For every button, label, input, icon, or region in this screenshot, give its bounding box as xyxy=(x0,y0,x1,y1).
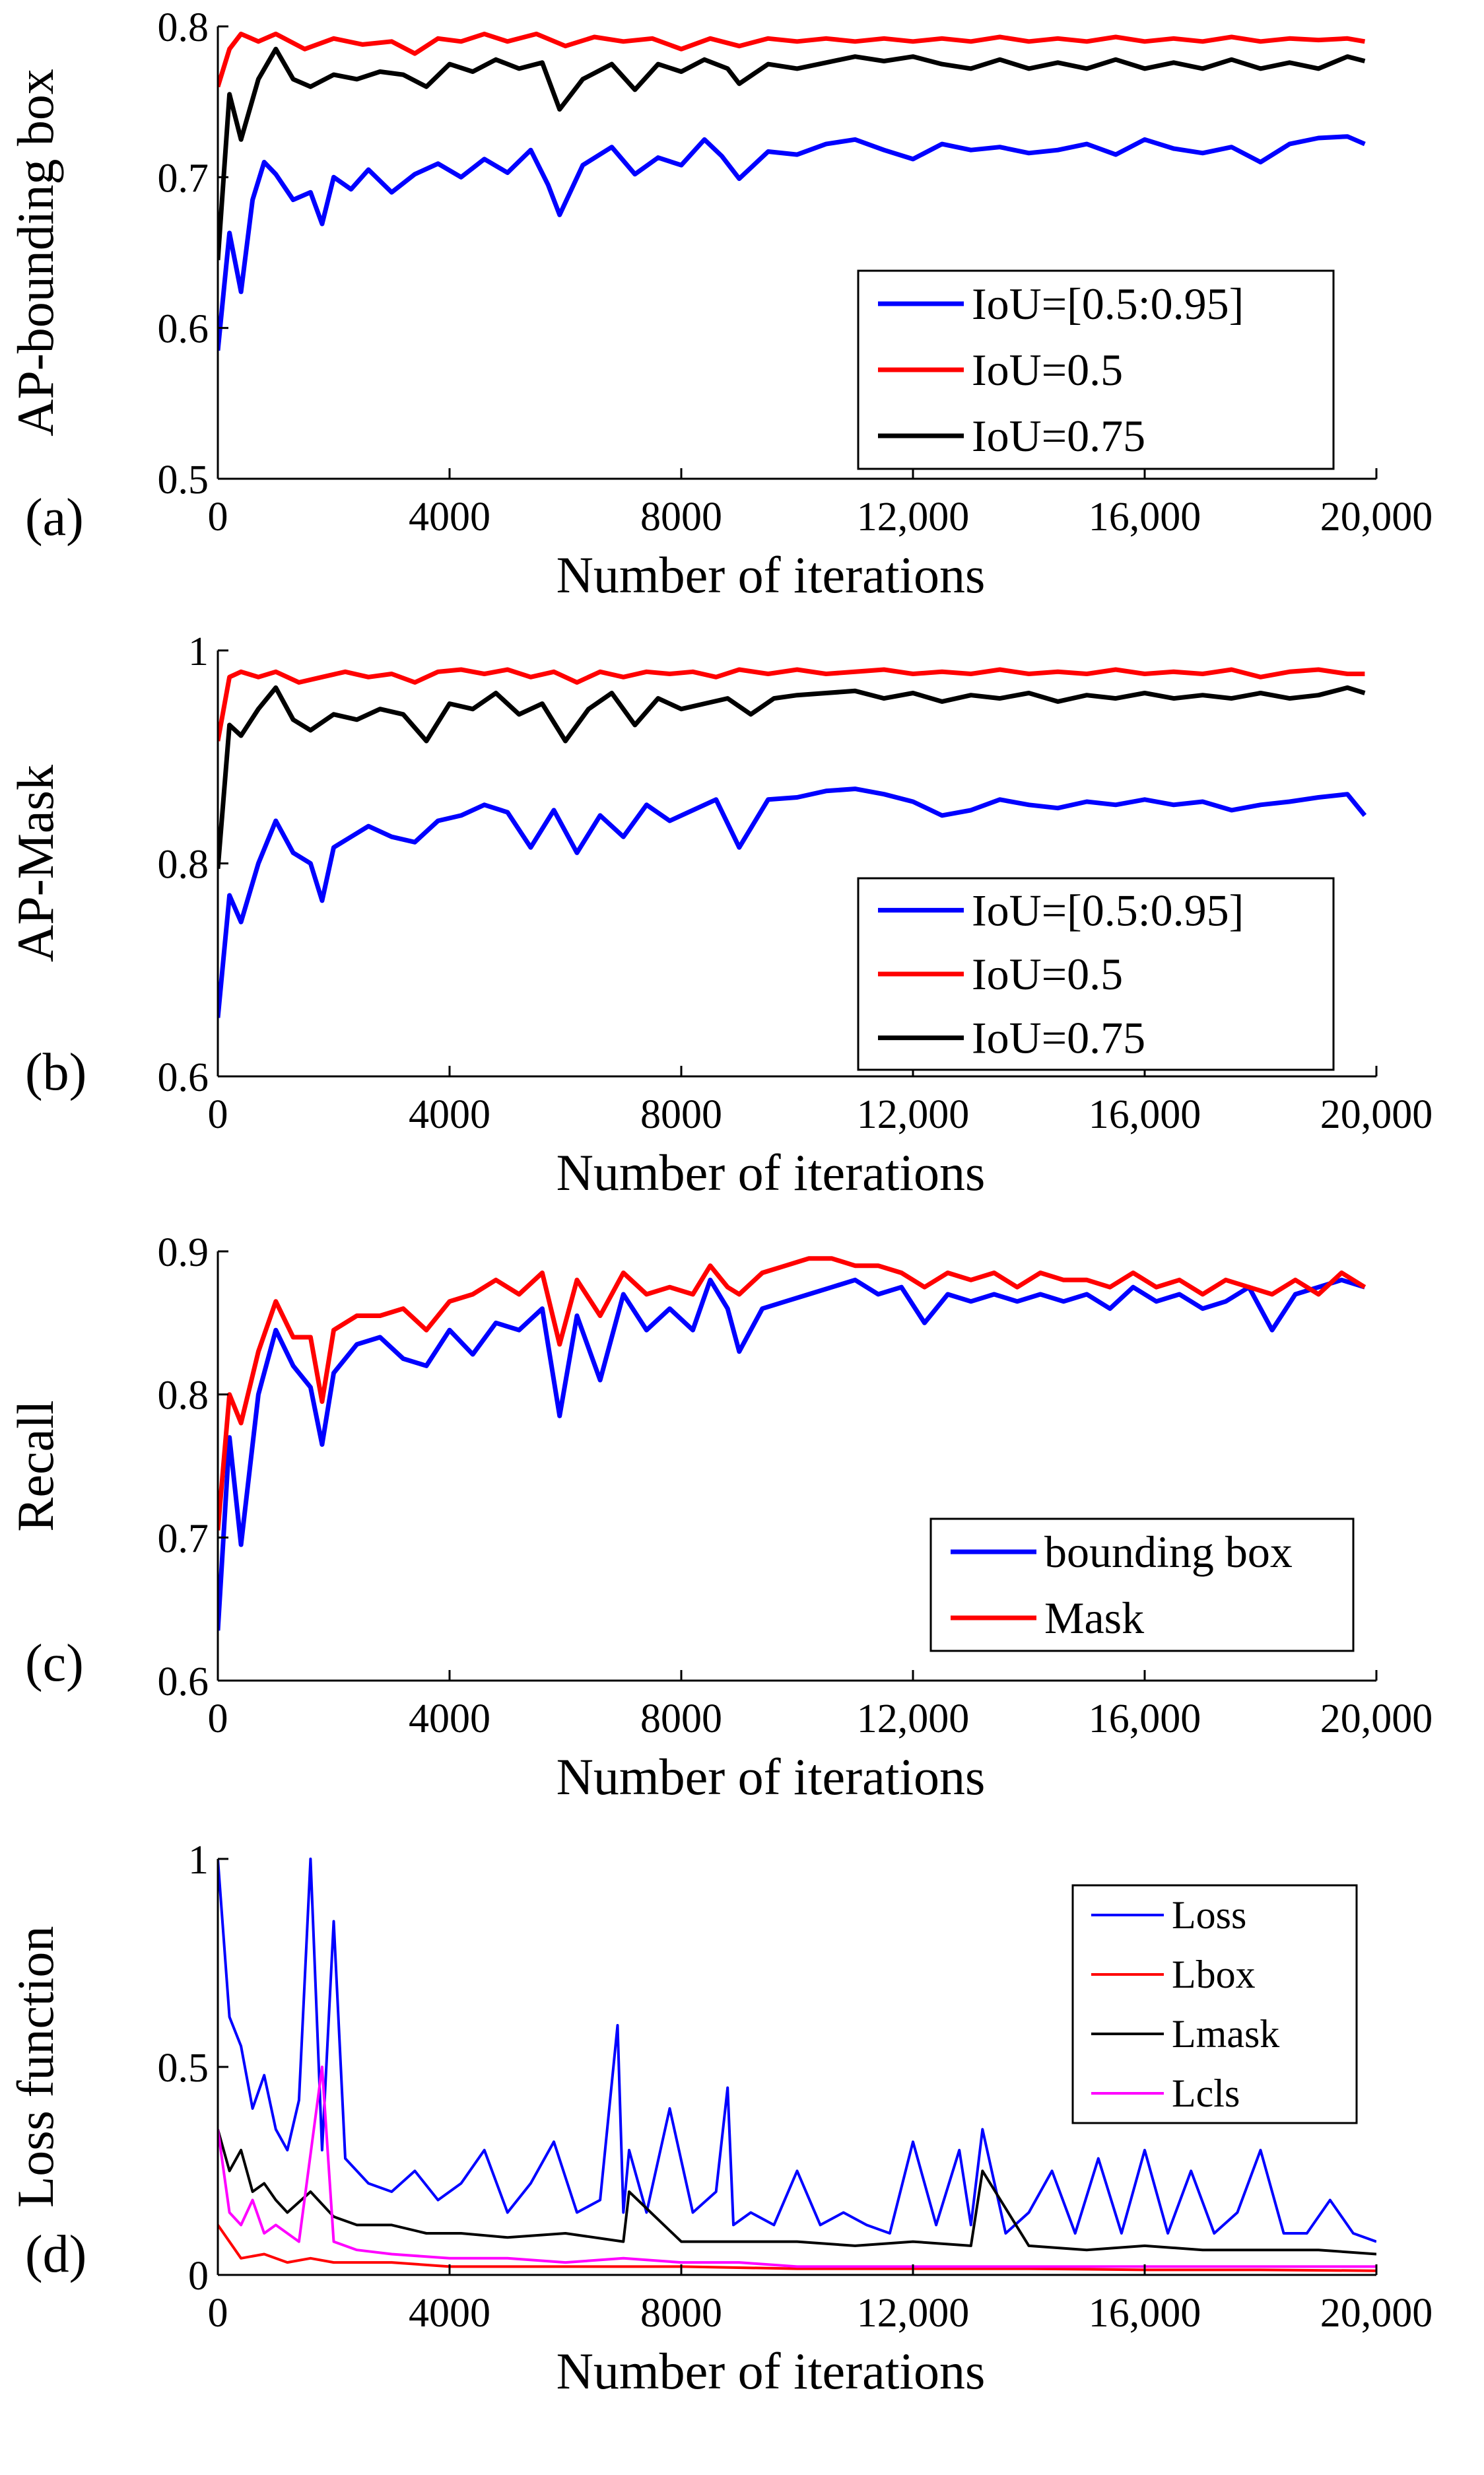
chart-panel-d: 0 4000 8000 12,000 16,000 20,000 0 0.5 1 Number o… xyxy=(7,1838,1433,2400)
x-tick-label: 8000 xyxy=(640,1696,722,1741)
x-tick-label: 12,000 xyxy=(857,2291,970,2336)
x-tick-label: 16,000 xyxy=(1089,2291,1201,2336)
x-tick-label: 20,000 xyxy=(1320,495,1433,540)
series-line-lbox xyxy=(218,2224,1376,2272)
x-tick-label: 4000 xyxy=(409,1696,490,1741)
series-line-iou-0-5 xyxy=(218,31,1365,88)
y-axis-title: Recall xyxy=(7,1400,64,1531)
legend-label: IoU=[0.5:0.95] xyxy=(972,279,1244,329)
x-axis-title: Number of iterations xyxy=(556,1748,986,1805)
series-line-iou-0-5 xyxy=(218,667,1365,742)
y-tick-label: 1 xyxy=(188,1838,209,1883)
y-tick-label: 0.7 xyxy=(158,1516,209,1561)
legend-box xyxy=(929,1517,1355,1652)
series-group xyxy=(218,667,1367,1018)
series-line-loss xyxy=(218,1858,1376,2243)
series-group xyxy=(218,31,1366,351)
y-tick-label: 0.6 xyxy=(158,1055,209,1100)
y-tick-label: 1 xyxy=(188,629,209,674)
x-tick-label: 4000 xyxy=(409,2291,490,2336)
legend-label: IoU=0.75 xyxy=(972,411,1145,461)
x-tick-label: 8000 xyxy=(640,2291,722,2336)
series-line-bounding-box xyxy=(218,1277,1366,1631)
chart-panel-a: 0 4000 8000 12,000 16,000 20,000 0.5 0.6 0.7 0.8 N… xyxy=(7,5,1433,604)
x-tick-label: 0 xyxy=(208,1092,228,1137)
y-tick-label: 0.6 xyxy=(158,1659,209,1704)
series-group xyxy=(218,1858,1376,2272)
x-tick-label: 4000 xyxy=(409,1092,490,1137)
y-tick-label: 0.7 xyxy=(158,156,209,201)
panel-label: (c) xyxy=(25,1634,84,1692)
series-line-iou-0-75 xyxy=(218,46,1366,261)
x-axis-title: Number of iterations xyxy=(556,1144,986,1201)
y-tick-label: 0.8 xyxy=(158,843,209,888)
legend-label: Lcls xyxy=(1172,2072,1240,2115)
legend-box xyxy=(1071,1884,1358,2124)
x-tick-label: 20,000 xyxy=(1320,2291,1433,2336)
legend-label: Mask xyxy=(1044,1593,1144,1643)
y-axis-title: Loss function xyxy=(7,1926,64,2208)
x-tick-label: 0 xyxy=(208,495,228,540)
y-axis-title: AP-bounding box xyxy=(7,69,64,436)
legend-label: Lbox xyxy=(1172,1953,1256,1996)
x-tick-label: 16,000 xyxy=(1089,1696,1201,1741)
legend: IoU=[0.5:0.95] IoU=0.5 IoU=0.75 xyxy=(857,269,1335,470)
legend-label: IoU=0.75 xyxy=(972,1013,1145,1063)
series-line-iou-0-75 xyxy=(218,685,1366,869)
legend-label: bounding box xyxy=(1044,1527,1293,1577)
y-tick-label: 0.8 xyxy=(158,1374,209,1418)
chart-panel-b: 0 4000 8000 12,000 16,000 20,000 0.6 0.8 1 Number… xyxy=(7,629,1433,1201)
legend: bounding box Mask xyxy=(929,1517,1355,1652)
legend-label: IoU=[0.5:0.95] xyxy=(972,885,1244,935)
x-tick-label: 12,000 xyxy=(857,1696,970,1741)
x-tick-label: 8000 xyxy=(640,1092,722,1137)
series-group xyxy=(218,1256,1366,1631)
legend: IoU=[0.5:0.95] IoU=0.5 IoU=0.75 xyxy=(857,877,1335,1071)
x-tick-label: 8000 xyxy=(640,495,722,540)
series-line-lcls xyxy=(218,2066,1376,2268)
y-tick-label: 0.9 xyxy=(158,1230,209,1275)
legend-label: IoU=0.5 xyxy=(972,949,1123,999)
x-tick-label: 20,000 xyxy=(1320,1092,1433,1137)
chart-panel-c: 0 4000 8000 12,000 16,000 20,000 0.6 0.7 0.8 0.9 N… xyxy=(7,1230,1433,1805)
x-tick-label: 0 xyxy=(208,1696,228,1741)
x-tick-label: 20,000 xyxy=(1320,1696,1433,1741)
y-tick-label: 0 xyxy=(188,2254,209,2299)
legend: Loss Lbox Lmask Lcls xyxy=(1071,1884,1358,2124)
x-axis-title: Number of iterations xyxy=(556,2342,986,2400)
x-tick-label: 0 xyxy=(208,2291,228,2336)
y-axis-title: AP-Mask xyxy=(7,765,64,962)
legend-label: Loss xyxy=(1172,1893,1246,1937)
series-line-lmask xyxy=(218,2128,1376,2256)
x-tick-label: 12,000 xyxy=(857,1092,970,1137)
y-tick-label: 0.5 xyxy=(158,458,209,503)
x-tick-label: 4000 xyxy=(409,495,490,540)
legend-label: Lmask xyxy=(1172,2012,1279,2056)
series-line-mask xyxy=(218,1256,1366,1531)
series-line-iou-0-5-0-95- xyxy=(218,786,1367,1018)
y-tick-label: 0.5 xyxy=(158,2046,209,2091)
y-tick-label: 0.6 xyxy=(158,307,209,352)
panel-label: (d) xyxy=(25,2225,86,2283)
x-axis-title: Number of iterations xyxy=(556,546,986,604)
x-tick-label: 12,000 xyxy=(857,495,970,540)
x-tick-label: 16,000 xyxy=(1089,1092,1201,1137)
panel-label: (b) xyxy=(25,1043,86,1101)
y-tick-label: 0.8 xyxy=(158,5,209,50)
legend-label: IoU=0.5 xyxy=(972,345,1123,395)
panel-label: (a) xyxy=(25,489,84,547)
x-tick-label: 16,000 xyxy=(1089,495,1201,540)
series-line-iou-0-5-0-95- xyxy=(218,134,1366,351)
